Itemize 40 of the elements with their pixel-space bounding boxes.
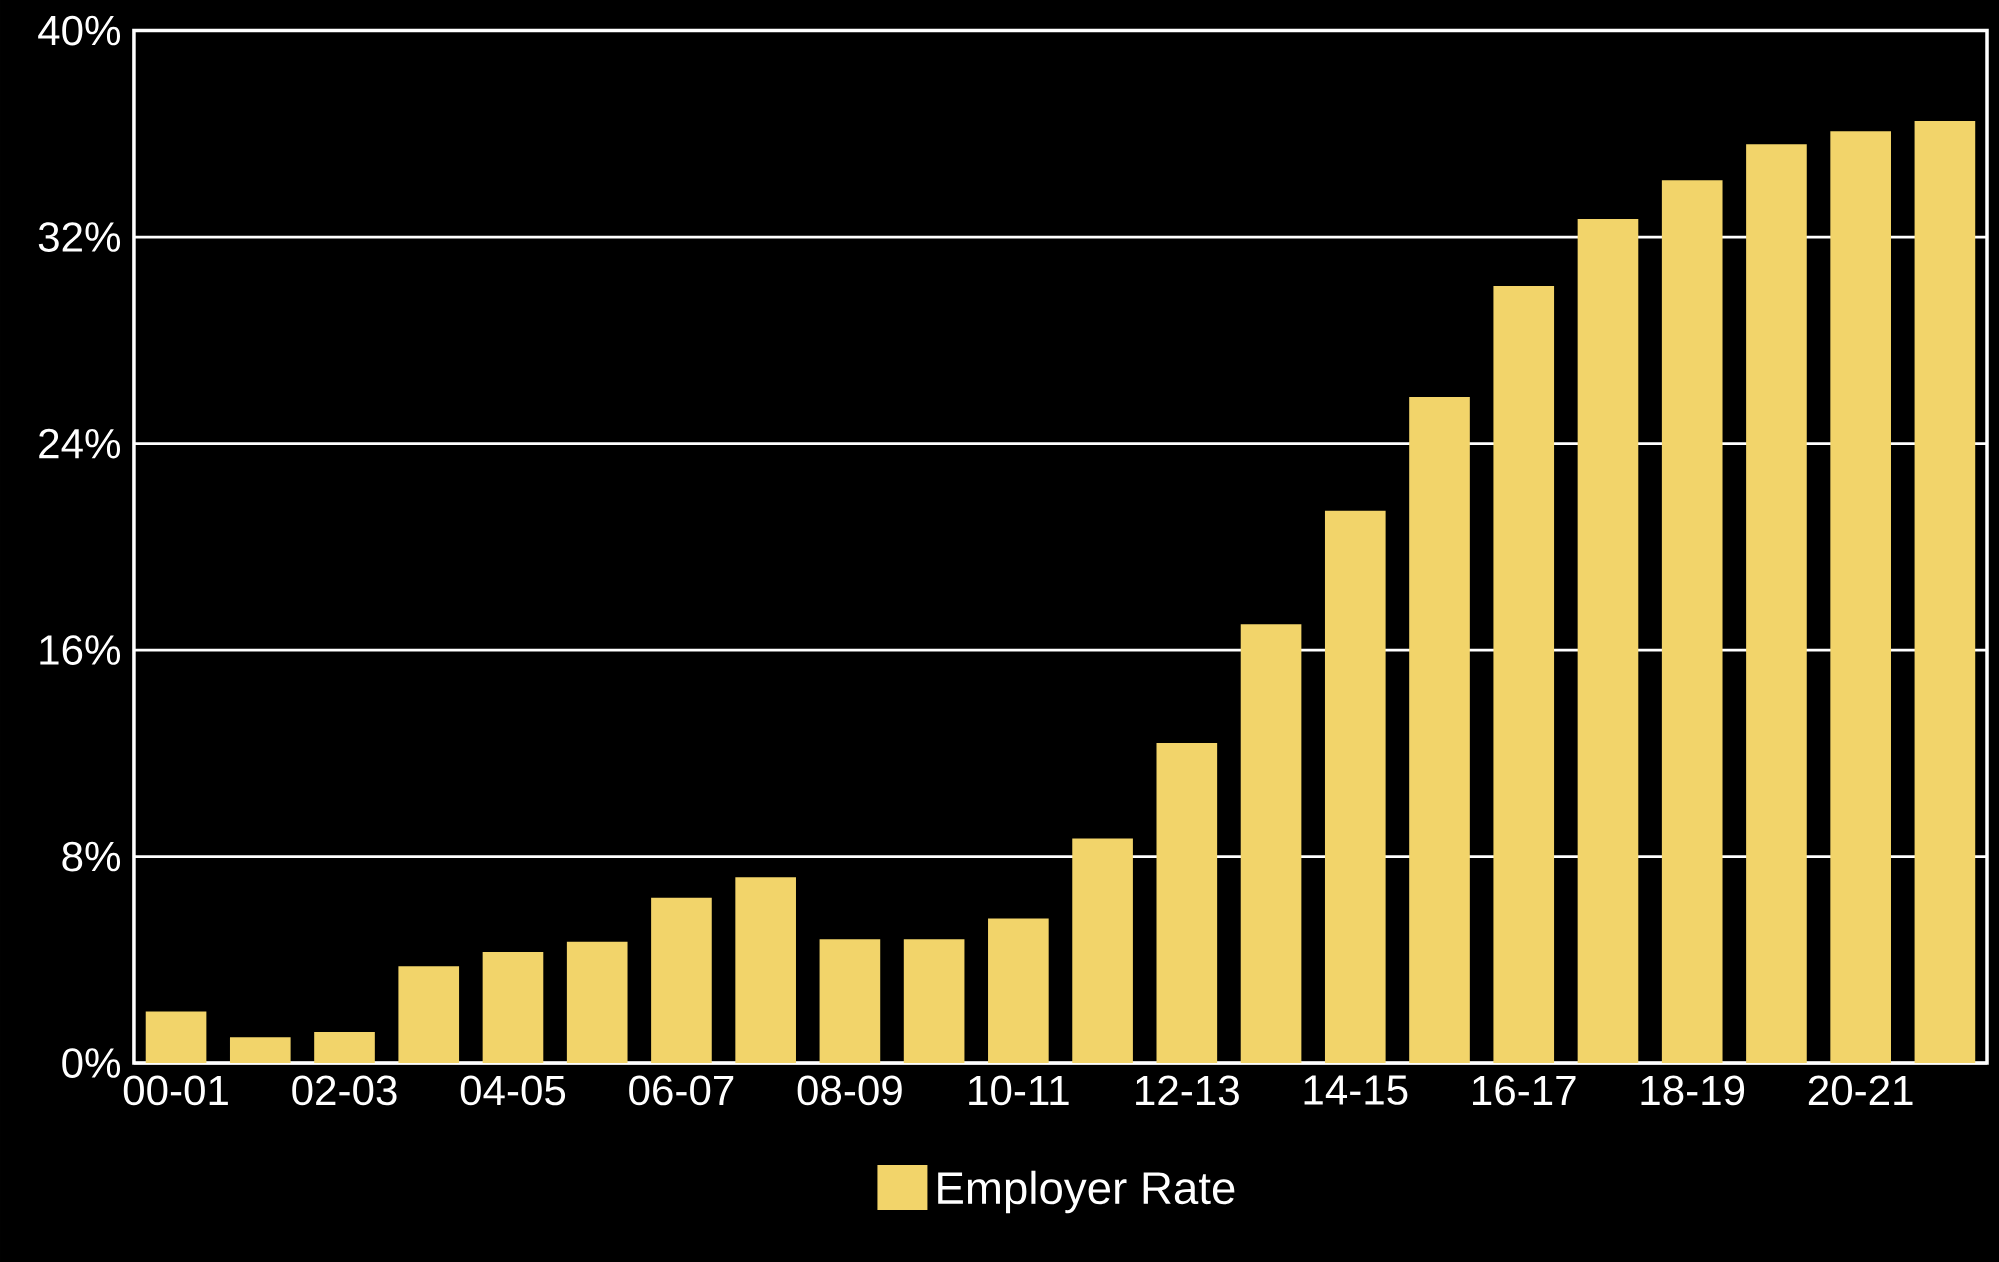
y-tick-label: 0% (62, 1048, 121, 1078)
x-tick-label: 12-13 (1136, 1075, 1239, 1106)
y-tick-label: 16% (40, 635, 121, 665)
bar (735, 877, 796, 1064)
bar (145, 1011, 207, 1064)
bar (1577, 219, 1639, 1064)
x-tick-label: 08-09 (797, 1075, 902, 1106)
x-tick-label: 04-05 (460, 1075, 566, 1106)
x-tick-label: 14-15 (1304, 1075, 1408, 1105)
bar (1072, 838, 1133, 1064)
x-tick-label: 18-19 (1641, 1075, 1745, 1106)
x-tick-label: 20-21 (1808, 1075, 1913, 1106)
legend-label: Employer Rate (938, 1170, 1235, 1214)
bar (566, 941, 628, 1064)
x-tick-label: 00-01 (123, 1075, 228, 1106)
bar (1240, 624, 1302, 1064)
bar (314, 1032, 375, 1064)
bar (482, 952, 544, 1064)
bar (1409, 397, 1470, 1064)
bar (1324, 510, 1386, 1064)
x-tick-label: 02-03 (292, 1075, 397, 1106)
y-tick-label: 8% (62, 841, 121, 872)
bar (1493, 286, 1555, 1064)
bar (1156, 742, 1218, 1064)
y-tick-label: 32% (38, 222, 121, 252)
x-tick-label: 10-11 (969, 1075, 1069, 1106)
bar (988, 918, 1049, 1064)
bar (229, 1037, 291, 1064)
y-tick-label: 24% (39, 428, 121, 459)
bar (651, 897, 712, 1064)
bar (398, 966, 460, 1064)
bar (1746, 144, 1807, 1064)
bar (1661, 180, 1723, 1064)
bar (1830, 131, 1891, 1064)
y-tick-label: 40% (38, 15, 121, 46)
bar (1914, 120, 1976, 1064)
x-tick-label: 16-17 (1473, 1075, 1576, 1106)
bar (903, 939, 965, 1064)
x-tick-label: 06-07 (629, 1075, 734, 1106)
bar (819, 939, 881, 1064)
